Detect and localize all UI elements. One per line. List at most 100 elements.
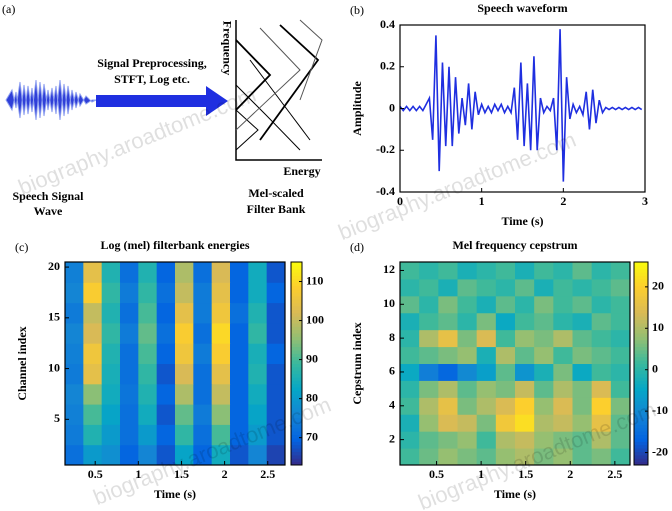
heatmap-cell <box>65 363 84 385</box>
colorbar-tick-label: -10 <box>652 403 668 417</box>
heatmap-cell <box>534 431 554 449</box>
heatmap-cell <box>211 424 231 446</box>
heatmap-cell <box>101 322 121 344</box>
heatmap-cell <box>138 424 158 446</box>
heatmap-cell <box>534 397 554 415</box>
colorbar-tick-label: 20 <box>652 279 664 293</box>
heatmap-cell <box>553 397 573 415</box>
heatmap-cell <box>400 431 420 449</box>
heatmap-cell <box>419 448 439 466</box>
colorbar-step <box>634 417 648 422</box>
colorbar-step <box>634 451 648 456</box>
colorbar-step <box>634 272 648 277</box>
heatmap-cell <box>553 346 573 364</box>
heatmap-cell <box>193 444 213 466</box>
heatmap-cell <box>495 397 516 415</box>
colorbar-step <box>291 448 302 452</box>
heatmap-cell <box>211 302 231 324</box>
colorbar-step <box>634 322 648 327</box>
heatmap-cell <box>438 448 458 466</box>
panel-label: (d) <box>350 240 364 254</box>
heatmap-cell <box>193 363 213 385</box>
heatmap-cell <box>120 444 139 466</box>
energy-label: Energy <box>283 164 320 178</box>
heatmap-cell <box>230 302 249 324</box>
heatmap-cell <box>610 312 631 331</box>
heatmap-cell <box>211 282 231 304</box>
x-tick-label: 3 <box>642 194 648 208</box>
colorbar-step <box>634 282 648 287</box>
colorbar-step <box>291 346 302 351</box>
y-tick-label: -0.4 <box>376 184 395 198</box>
heatmap-cell <box>211 322 231 344</box>
colorbar-step <box>634 421 648 425</box>
heatmap-cell <box>193 302 213 324</box>
heatmap-cell <box>266 282 286 304</box>
colorbar-step <box>291 377 302 381</box>
heatmap-cell <box>419 380 439 398</box>
colorbar-step <box>291 272 302 277</box>
colorbar-tick-label: 70 <box>306 429 318 443</box>
colorbar-step <box>634 397 648 402</box>
colorbar-step <box>291 397 302 402</box>
colorbar-step <box>634 356 648 361</box>
colorbar-step <box>291 268 302 273</box>
heatmap-cell <box>457 262 478 280</box>
colorbar-tick-label: 100 <box>306 312 324 326</box>
heatmap-cell <box>419 363 439 381</box>
heatmap-cell <box>572 431 593 449</box>
colorbar-step <box>634 326 648 331</box>
heatmap-cell <box>83 262 103 283</box>
heatmap-cell <box>400 346 420 364</box>
heatmap-cell <box>175 302 194 324</box>
heatmap-cell <box>65 322 84 344</box>
heatmap-cell <box>138 282 158 304</box>
colorbar-step <box>291 336 302 341</box>
heatmap-cell <box>476 312 497 331</box>
colorbar-step <box>291 437 302 442</box>
colorbar-tick-label: 0 <box>652 361 658 375</box>
heatmap-cell <box>572 346 593 364</box>
heatmap-cell <box>266 404 286 425</box>
heatmap-cell <box>248 363 268 385</box>
colorbar-step <box>291 404 302 408</box>
heatmap-cell <box>610 448 631 466</box>
x-tick-label: 2 <box>222 467 228 481</box>
heatmap-cell <box>266 363 286 385</box>
x-tick-label: 0.5 <box>429 467 444 481</box>
colorbar-step <box>634 360 648 364</box>
heatmap-cell <box>438 380 458 398</box>
heatmap-cell <box>476 414 497 432</box>
colorbar-step <box>634 316 648 321</box>
colorbar-step <box>634 343 648 348</box>
colorbar-step <box>291 421 302 425</box>
heatmap-cell <box>83 444 103 466</box>
colorbar-step <box>291 309 302 314</box>
freq-label: Frequency <box>220 21 234 75</box>
heatmap-cell <box>591 295 612 314</box>
heatmap-cell <box>572 262 593 280</box>
heatmap-cell <box>230 424 249 446</box>
heatmap-cell <box>248 302 268 324</box>
heatmap-cell <box>591 431 612 449</box>
heatmap-cell <box>476 295 497 314</box>
heatmap-cell <box>65 343 84 364</box>
heatmap-cell <box>553 431 573 449</box>
colorbar-step <box>291 265 302 270</box>
wave-label: Speech Signal <box>12 189 84 203</box>
heatmap-cell <box>572 380 593 398</box>
heatmap-cell <box>438 431 458 449</box>
heatmap-cell <box>211 404 231 425</box>
colorbar-step <box>634 454 648 459</box>
heatmap-cell <box>156 343 176 364</box>
heatmap-cell <box>534 278 554 297</box>
colorbar-step <box>291 278 302 283</box>
x-tick-label: 0 <box>397 194 403 208</box>
panel-label: (c) <box>15 240 28 254</box>
y-tick-label: 0 <box>389 100 395 114</box>
heatmap-cell <box>266 383 286 405</box>
colorbar-step <box>634 292 648 297</box>
colorbar-step <box>291 393 302 398</box>
colorbar-step <box>291 353 302 358</box>
heatmap-cell <box>65 424 84 446</box>
